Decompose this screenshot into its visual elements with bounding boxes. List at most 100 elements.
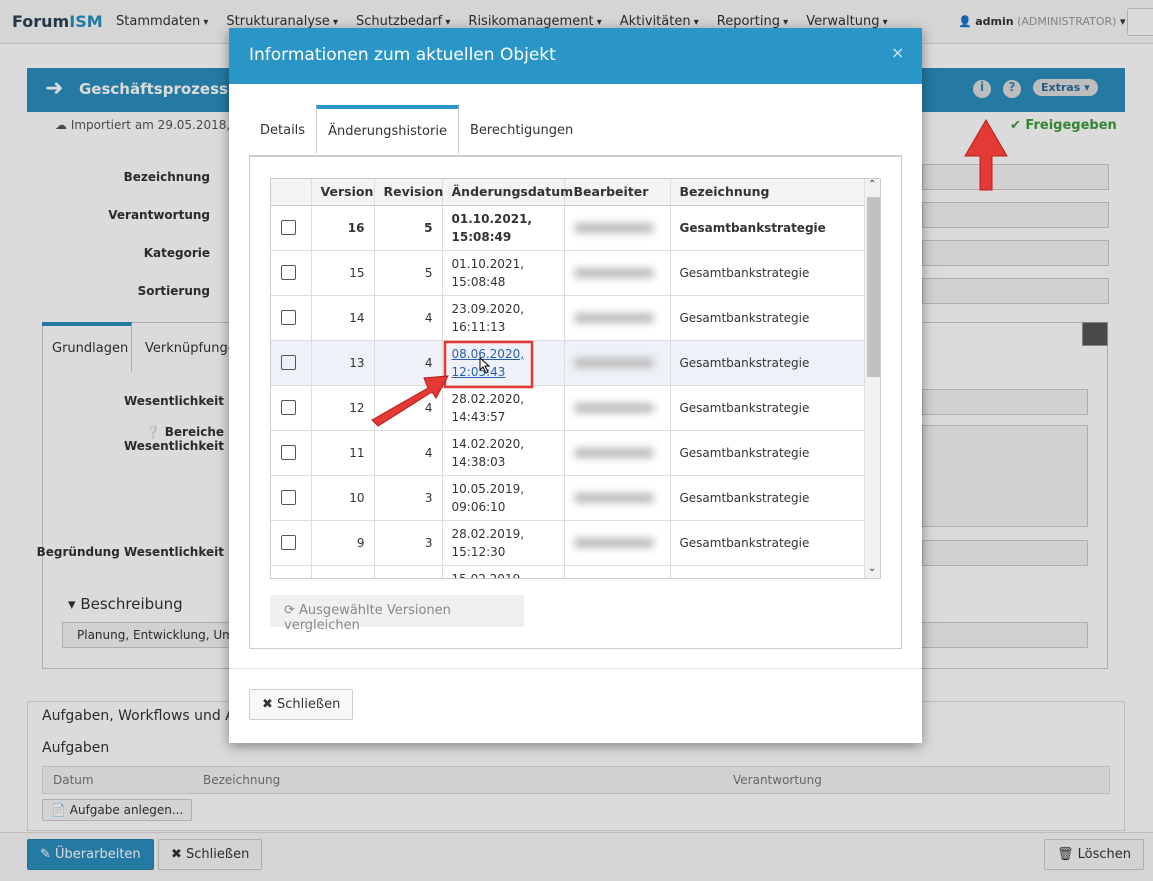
menu: Stammdaten Strukturanalyse Schutzbedarf Ris…	[116, 14, 888, 29]
close-button[interactable]: ✖ Schließen	[158, 839, 263, 870]
input[interactable]	[922, 540, 1088, 566]
label-text: Bereiche	[164, 425, 224, 439]
cell[interactable]: 08.06.2020, 12:05:43	[442, 340, 565, 386]
modal-close-x[interactable]: ×	[891, 43, 905, 62]
blurred-user	[573, 222, 654, 233]
input[interactable]	[922, 278, 1109, 304]
input[interactable]	[922, 202, 1109, 228]
cell: 10	[311, 475, 375, 521]
table-row[interactable]: 9 3 28.02.2019, 15:12:30 Gesamtbankstrategi…	[271, 520, 865, 566]
menu-item[interactable]: Aktivitäten	[620, 14, 699, 29]
modal-header: Informationen zum aktuellen Objekt ×	[229, 28, 922, 84]
input[interactable]	[922, 389, 1088, 415]
checkbox[interactable]	[281, 310, 296, 325]
table-row[interactable]: 15 5 01.10.2021, 15:08:48 Gesamtbankstrateg…	[271, 250, 865, 296]
modal-tab[interactable]: Änderungshistorie	[316, 105, 459, 154]
checkbox[interactable]	[281, 400, 296, 415]
table-row[interactable]: 16 5 01.10.2021, 15:08:49 Gesamtbankstrateg…	[271, 205, 865, 251]
cell: 10.05.2019, 09:06:10	[442, 475, 565, 521]
checkbox[interactable]	[281, 265, 296, 280]
status: ✔ Freigegeben	[1010, 118, 1117, 133]
brand-text: Forum	[12, 12, 70, 31]
table-row[interactable]: 13 4 08.06.2020, 12:05:43 Gesamtbankstrateg…	[271, 340, 865, 386]
user-menu[interactable]: 👤 admin (ADMINISTRATOR) ▾	[958, 15, 1126, 28]
delete-button[interactable]: 🗑 Löschen	[1044, 839, 1145, 870]
compare-button[interactable]: ⟳ Ausgewählte Versionen vergleichen	[270, 595, 524, 633]
checkbox[interactable]	[281, 490, 296, 505]
table: Version Revision Änderungsdatum Bearbeiter B…	[271, 179, 865, 578]
checkbox[interactable]	[281, 445, 296, 460]
blurred-user	[573, 402, 654, 413]
checkbox[interactable]	[281, 220, 296, 235]
input[interactable]	[922, 164, 1109, 190]
add-task-button[interactable]: 📄 Aufgabe anlegen...	[42, 799, 193, 821]
input[interactable]	[922, 240, 1109, 266]
modal-tab[interactable]: Details	[260, 123, 306, 138]
brand[interactable]: ForumISM	[12, 12, 103, 31]
scroll-down[interactable]: ⌄	[868, 563, 877, 574]
table-row[interactable]: 10 3 10.05.2019, 09:06:10 Gesamtbankstrateg…	[271, 475, 865, 521]
column-header[interactable]: Bezeichnung	[203, 773, 281, 787]
column-header[interactable]: Verantwortung	[733, 773, 822, 787]
edit-button[interactable]: ✎ Überarbeiten	[27, 839, 154, 870]
cell: 12	[311, 385, 375, 431]
table-row[interactable]: 12 4 28.02.2020, 14:43:57 Gesamtbankstrateg…	[271, 385, 865, 431]
modal-close-button[interactable]: ✖ Schließen	[249, 689, 354, 720]
button-label: Aufgabe anlegen...	[69, 803, 184, 817]
cell	[564, 250, 671, 296]
checkbox[interactable]	[281, 355, 296, 370]
scroll-up[interactable]: ⌃	[868, 179, 877, 190]
cell: 4	[374, 295, 443, 341]
extras-button[interactable]: Extras ▾	[1033, 79, 1098, 96]
tab[interactable]: Grundlagen	[42, 322, 132, 372]
scrollbar[interactable]: ⌃ ⌄	[864, 179, 880, 578]
input[interactable]	[922, 425, 1088, 527]
menu-item[interactable]: Schutzbedarf	[356, 14, 450, 29]
column-header: Revision	[374, 179, 443, 206]
table-row[interactable]: 15.02.2019	[271, 565, 865, 578]
table-row[interactable]: 14 4 23.09.2020, 16:11:13 Gesamtbankstrateg…	[271, 295, 865, 341]
cell	[271, 565, 312, 578]
scroll-thumb[interactable]	[867, 197, 880, 377]
info-icon[interactable]: i	[973, 80, 991, 98]
menu-item[interactable]: Verwaltung	[806, 14, 887, 29]
section-toggle[interactable]: ▾ Beschreibung	[68, 595, 183, 613]
layout-toggle[interactable]	[1082, 322, 1108, 346]
column-header[interactable]: Datum	[53, 773, 94, 787]
modal-title: Informationen zum aktuellen Objekt	[249, 45, 556, 65]
menu-item[interactable]: Stammdaten	[116, 14, 208, 29]
extras-label: Extras	[1041, 81, 1081, 94]
search-button[interactable]	[1127, 8, 1153, 36]
cell: 3	[374, 475, 443, 521]
cell: Gesamtbankstrategie	[670, 250, 865, 296]
cell: 9	[311, 520, 375, 566]
button-label: Schließen	[186, 847, 250, 862]
cell: Gesamtbankstrategie	[670, 205, 865, 251]
panel-title: Geschäftsprozess: Ges	[79, 80, 271, 98]
blurred-user	[573, 267, 654, 278]
tab[interactable]: Verknüpfunge	[145, 341, 236, 356]
cell: 3	[374, 520, 443, 566]
cell	[271, 430, 312, 476]
user-role: (ADMINISTRATOR)	[1017, 15, 1117, 28]
cell	[564, 340, 671, 386]
cell: 13	[311, 340, 375, 386]
table-body: 16 5 01.10.2021, 15:08:49 Gesamtbankstrateg…	[271, 205, 865, 578]
table-row[interactable]: 11 4 14.02.2020, 14:38:03 Gesamtbankstrateg…	[271, 430, 865, 476]
modal-tab[interactable]: Berechtigungen	[469, 123, 574, 138]
checkbox[interactable]	[281, 535, 296, 550]
cell: Gesamtbankstrategie	[670, 520, 865, 566]
menu-item[interactable]: Strukturanalyse	[226, 14, 338, 29]
cell: 5	[374, 250, 443, 296]
menu-item[interactable]: Risikomanagement	[468, 14, 601, 29]
field-label: Bezeichnung	[123, 170, 210, 184]
cell	[271, 295, 312, 341]
button-label: Überarbeiten	[55, 847, 141, 862]
cell	[564, 430, 671, 476]
cell	[271, 250, 312, 296]
menu-item[interactable]: Reporting	[717, 14, 788, 29]
help-icon[interactable]: ?	[1003, 80, 1021, 98]
cell	[670, 565, 865, 578]
